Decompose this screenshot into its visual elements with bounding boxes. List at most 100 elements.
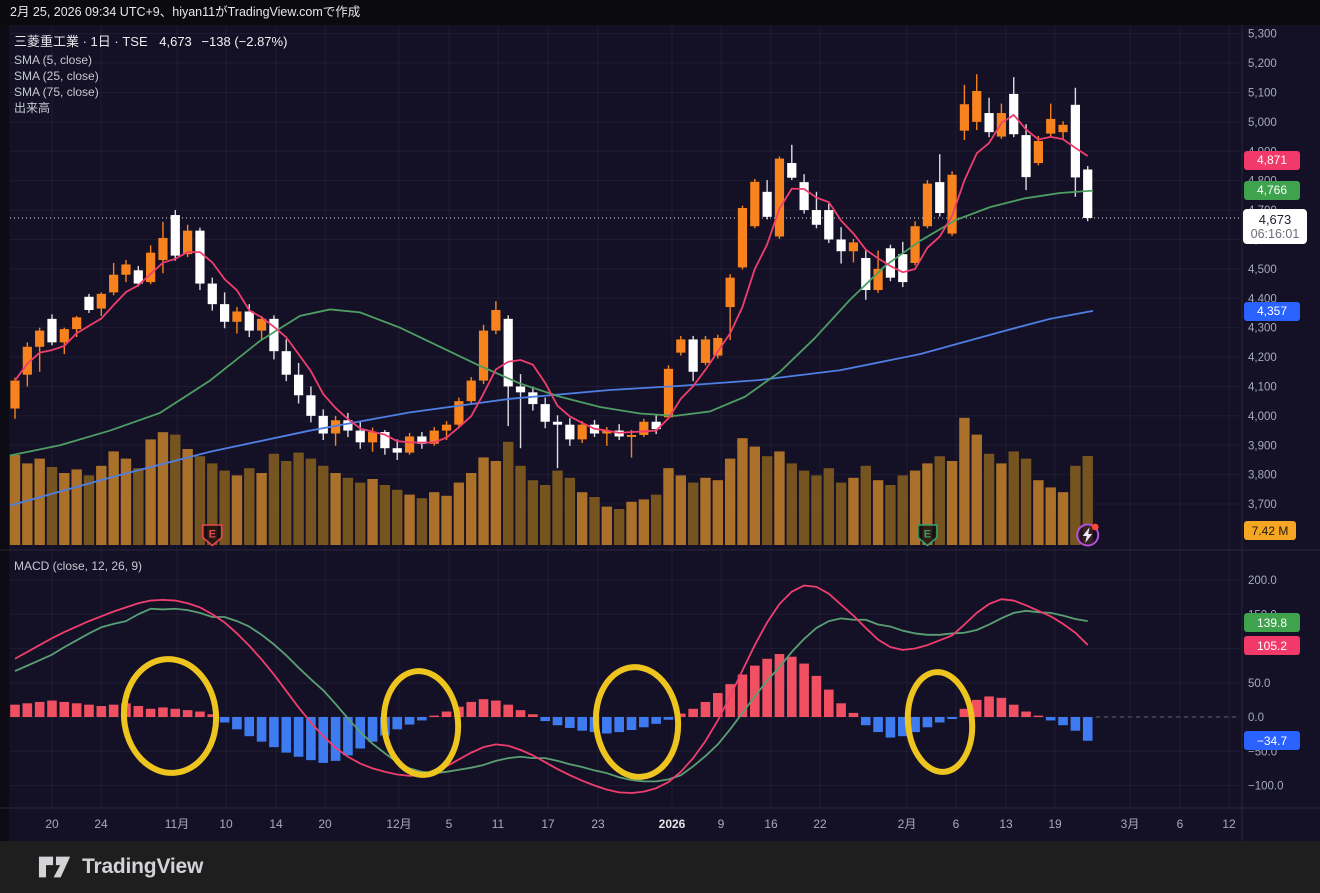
- candle-body: [787, 163, 797, 178]
- drawing-ellipse-annotation[interactable]: [119, 655, 221, 777]
- left-margin: [0, 25, 9, 841]
- macd-histogram-bar: [910, 717, 920, 733]
- volume-bar: [330, 473, 341, 545]
- candle-body: [491, 310, 501, 331]
- macd-histogram-bar: [577, 717, 587, 731]
- time-axis-scale[interactable]: [0, 808, 1242, 841]
- volume-bar: [885, 485, 896, 545]
- candle-body: [565, 424, 575, 440]
- macd-histogram-bar: [441, 711, 452, 717]
- sma25-price-label: 4,766: [1244, 180, 1300, 200]
- macd-histogram-bar: [503, 704, 513, 717]
- macd-histogram-bar: [466, 701, 477, 717]
- earnings-icon[interactable]: [201, 524, 223, 547]
- candle-body: [663, 368, 674, 418]
- tradingview-logo-text[interactable]: TradingView: [82, 855, 204, 878]
- candle-body: [306, 395, 316, 416]
- volume-bar: [404, 494, 415, 545]
- macd-histogram-bar: [626, 717, 637, 731]
- volume-bar: [478, 457, 489, 545]
- volume-bar: [34, 458, 45, 545]
- symbol-legend-row[interactable]: 三菱重工業 · 1日 · TSE 4,673 −138 (−2.87%): [14, 34, 287, 50]
- volume-bar: [46, 467, 58, 545]
- candle-body: [417, 436, 427, 444]
- macd-histogram-bar: [725, 684, 735, 717]
- volume-bar: [860, 465, 871, 545]
- volume-bar: [231, 475, 243, 545]
- candle-body: [799, 182, 809, 211]
- candle-body: [639, 421, 649, 435]
- indicator-legend-sma25[interactable]: SMA (25, close): [14, 69, 99, 83]
- indicator-legend-sma5[interactable]: SMA (5, close): [14, 53, 93, 67]
- indicator-legend-volume[interactable]: 出来高: [14, 101, 51, 115]
- tradingview-logo-icon[interactable]: [38, 854, 72, 880]
- macd-histogram-bar: [133, 706, 144, 717]
- candle-body: [873, 268, 883, 291]
- volume-bar: [897, 475, 908, 545]
- volume-bar: [182, 449, 193, 545]
- candle-body: [1033, 140, 1043, 164]
- candle-body: [700, 339, 711, 363]
- drawing-ellipse-annotation[interactable]: [591, 664, 682, 781]
- volume-bar: [59, 473, 70, 545]
- volume-bar: [700, 477, 711, 545]
- volume-bar: [515, 465, 526, 545]
- volume-bar: [687, 482, 699, 545]
- candle-body: [343, 420, 353, 431]
- volume-bar: [527, 480, 539, 545]
- volume-bar: [503, 441, 514, 545]
- sma25-line: [9, 189, 1094, 457]
- macd-histogram-bar: [528, 714, 538, 717]
- macd-histogram-bar: [34, 701, 45, 717]
- macd-histogram-bar: [614, 717, 624, 733]
- macd-histogram-bar: [873, 717, 883, 733]
- drawing-ellipse-annotation[interactable]: [380, 668, 463, 778]
- candle-body: [318, 415, 328, 434]
- price-axis-scale[interactable]: [1242, 25, 1320, 808]
- earnings-icon[interactable]: [917, 524, 938, 547]
- macd-histogram-bar: [713, 693, 723, 717]
- candle-body: [392, 448, 402, 453]
- candle-body: [1058, 124, 1068, 133]
- volume-bar: [293, 452, 304, 545]
- candle-body: [429, 430, 439, 444]
- candle-body: [478, 330, 489, 381]
- macd-histogram-bar: [1033, 715, 1044, 717]
- volume-bar: [1045, 487, 1056, 545]
- candle-body: [725, 277, 735, 308]
- macd-histogram-bar: [96, 706, 107, 717]
- flash-icon-notification-dot: [1091, 523, 1099, 531]
- price-axis-tick: 5,000: [1248, 117, 1277, 129]
- symbol-title[interactable]: 三菱重工業 · 1日 · TSE: [14, 34, 148, 49]
- macd-histogram-bar: [22, 703, 33, 717]
- candle-body: [293, 374, 304, 396]
- candle-body: [972, 90, 982, 122]
- volume-bar: [194, 456, 206, 545]
- volume-bar: [971, 434, 982, 545]
- candle-body: [35, 330, 45, 347]
- time-axis-tick: 14: [269, 817, 283, 831]
- macd-histogram-bar: [429, 715, 440, 717]
- macd-histogram-bar: [219, 717, 230, 723]
- volume-bar: [983, 453, 995, 545]
- macd-histogram-bar: [774, 653, 785, 717]
- macd-pane-legend[interactable]: MACD (close, 12, 26, 9): [14, 559, 143, 573]
- price-axis-tick: 3,700: [1248, 499, 1277, 511]
- snapshot-attribution: 2月 25, 2026 09:34 UTC+9、hiyan11がTradingV…: [10, 5, 361, 19]
- macd-histogram-bar: [1070, 717, 1081, 731]
- drawing-ellipse-annotation[interactable]: [904, 669, 976, 775]
- time-axis-tick: 13: [999, 817, 1013, 831]
- symbol-change: −138 (−2.87%): [201, 34, 288, 49]
- volume-bar: [737, 438, 748, 545]
- time-axis-tick: 23: [591, 817, 605, 831]
- volume-bar: [626, 501, 637, 545]
- candle-body: [1070, 104, 1080, 178]
- time-axis-tick: 6: [1177, 817, 1184, 831]
- bar-countdown: 06:16:01: [1250, 227, 1300, 241]
- candle-body: [441, 424, 452, 431]
- candle-body: [528, 392, 538, 405]
- macd-histogram-bar: [232, 717, 242, 730]
- indicator-legend-sma75[interactable]: SMA (75, close): [14, 85, 99, 99]
- volume-bar: [157, 432, 169, 545]
